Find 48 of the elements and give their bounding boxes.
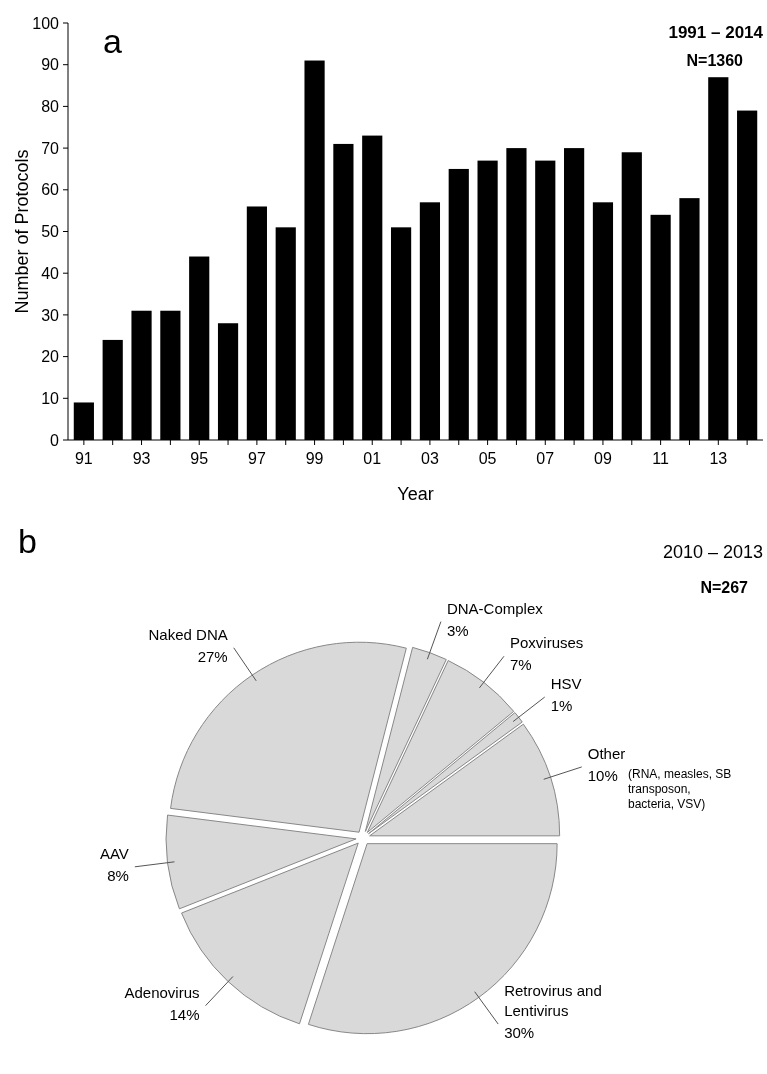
x-tick-label: 91 (74, 450, 93, 467)
y-tick-label: 30 (41, 306, 60, 324)
slice-label: Retrovirus and Lentivirus (504, 982, 602, 1020)
x-tick-label: 01 (363, 450, 382, 467)
chart-title: 1991 – 2014 (668, 23, 764, 42)
x-tick-label: 13 (709, 450, 728, 467)
y-tick-label: 10 (41, 389, 60, 407)
slice-label: Poxviruses (509, 634, 584, 652)
y-tick-label: 40 (41, 264, 60, 282)
slice-label: DNA-Complex (446, 599, 544, 617)
data-label: 1% (550, 697, 573, 715)
text: N=1360 (686, 52, 744, 69)
y-tick-label: 70 (41, 139, 60, 157)
annotation: a (103, 22, 122, 60)
data-label: 7% (509, 656, 532, 674)
y-tick-label: 80 (41, 98, 60, 115)
data-label: 30% (504, 1024, 535, 1042)
x-tick-label: 95 (190, 450, 209, 467)
x-tick-label: 93 (132, 450, 151, 467)
y-tick-label: 50 (41, 223, 60, 241)
slice-label: AAV (99, 844, 129, 862)
x-tick-label: 03 (421, 450, 439, 467)
text: 2010 – 2013 (662, 542, 763, 562)
x-tick-label: 97 (247, 450, 266, 467)
y-tick-label: 100 (32, 14, 60, 32)
y-tick-label: 20 (41, 348, 60, 366)
slice-label: Naked DNA (148, 625, 228, 643)
text: N=267 (700, 579, 749, 596)
slice-label: HSV (550, 675, 582, 693)
x-tick-label: 09 (594, 450, 612, 467)
x-axis-title: Year (397, 484, 434, 504)
data-label: 8% (107, 866, 129, 884)
data-label: 3% (446, 621, 469, 639)
y-tick-label: 60 (41, 181, 60, 199)
x-tick-label: 05 (478, 450, 497, 467)
x-tick-label: 07 (536, 450, 555, 467)
text: b (18, 522, 37, 560)
y-axis-title: Number of Protocols (12, 149, 32, 314)
y-tick-label: 90 (41, 56, 60, 74)
data-label: 14% (169, 1005, 200, 1023)
slice-label: Adenovirus (124, 983, 200, 1001)
data-label: 10% (587, 766, 618, 784)
x-tick-label: 99 (305, 450, 324, 467)
x-tick-label: 11 (652, 450, 670, 467)
slice-label: Other (587, 744, 626, 762)
y-tick-label: 0 (50, 431, 60, 449)
data-label: 27% (197, 647, 228, 665)
text: (RNA, measles, SB transposon, bacteria, VSV) (628, 767, 732, 811)
